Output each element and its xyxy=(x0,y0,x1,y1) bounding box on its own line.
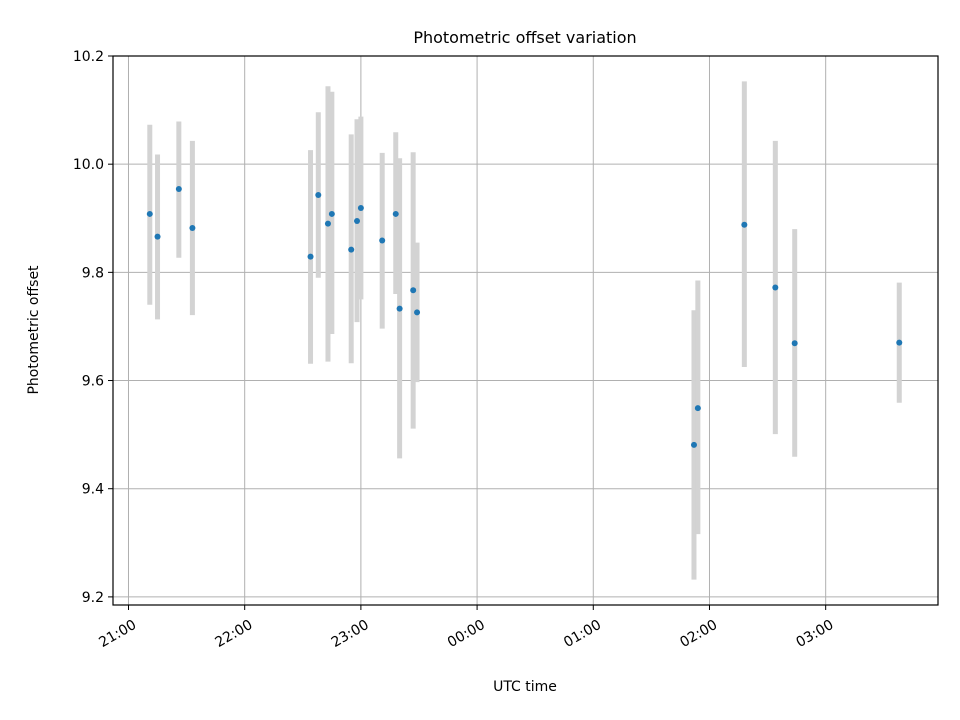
y-tick-label: 9.6 xyxy=(82,374,104,390)
data-point xyxy=(315,192,322,199)
data-point xyxy=(741,221,748,228)
y-tick-label: 9.8 xyxy=(82,265,104,281)
plot-frame xyxy=(112,55,939,606)
data-point xyxy=(357,204,364,211)
data-point xyxy=(772,284,779,291)
data-point xyxy=(348,246,355,253)
data-point xyxy=(694,405,701,412)
data-points xyxy=(146,186,903,448)
y-tick-label: 9.4 xyxy=(82,482,104,498)
y-axis-label: Photometric offset xyxy=(26,265,42,395)
data-point xyxy=(410,287,417,294)
data-point xyxy=(154,233,161,240)
data-point xyxy=(307,253,314,260)
data-point xyxy=(328,210,335,217)
chart-title: Photometric offset variation xyxy=(413,28,636,47)
y-axis: 9.2 9.4 9.6 9.8 10.0 10.2 xyxy=(73,49,113,606)
data-point xyxy=(146,210,153,217)
data-point xyxy=(354,217,361,224)
data-point xyxy=(175,186,182,193)
data-point xyxy=(896,339,903,346)
data-point xyxy=(414,309,421,316)
data-point xyxy=(392,210,399,217)
data-point xyxy=(791,340,798,347)
y-tick-label: 10.0 xyxy=(73,157,104,173)
x-axis-label: UTC time xyxy=(493,679,557,695)
y-tick-label: 9.2 xyxy=(82,590,104,606)
data-point xyxy=(324,220,331,227)
data-point xyxy=(379,237,386,244)
data-point xyxy=(690,441,697,448)
data-point xyxy=(396,305,403,312)
y-tick-label: 10.2 xyxy=(73,49,104,65)
data-point xyxy=(189,225,196,232)
